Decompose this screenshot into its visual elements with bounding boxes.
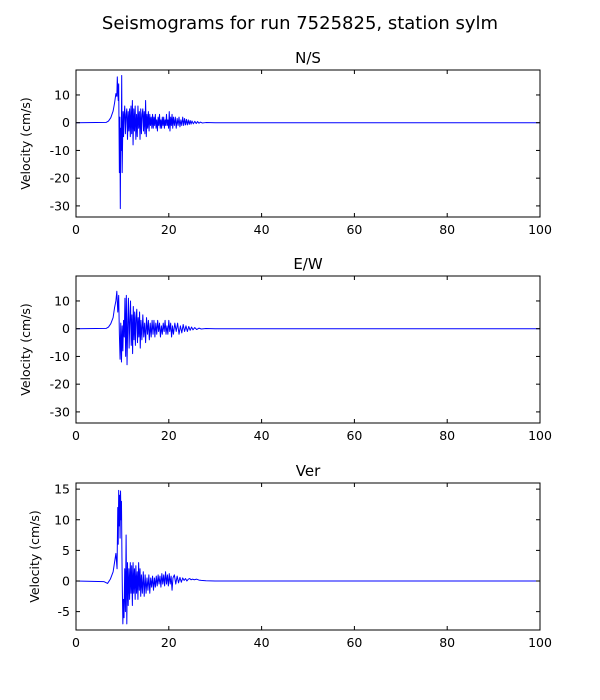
y-tick-label: -10	[50, 143, 70, 158]
x-tick-label: 0	[72, 635, 80, 650]
y-tick-label: -20	[50, 171, 70, 186]
y-tick-label: 0	[62, 574, 70, 589]
x-tick-label: 40	[254, 635, 270, 650]
panel-title-ver: Ver	[296, 462, 321, 480]
x-tick-label: 20	[161, 222, 177, 237]
y-tick-label: -30	[50, 198, 70, 213]
x-tick-label: 0	[72, 222, 80, 237]
x-tick-label: 60	[346, 635, 362, 650]
y-tick-label: 15	[54, 482, 70, 497]
x-tick-label: 80	[439, 635, 455, 650]
x-tick-label: 20	[161, 428, 177, 443]
y-tick-label: 10	[54, 512, 70, 527]
x-tick-label: 100	[528, 428, 552, 443]
axes-frame-ns	[75, 69, 541, 218]
x-tick-label: 80	[439, 428, 455, 443]
panel-ns: N/S 0 20 40 60 80 100 -30 -20 -10 0 10 Velocity (cm/…	[18, 49, 552, 237]
panel-title-ew: E/W	[293, 255, 323, 273]
trace-line-ver	[76, 489, 540, 625]
x-tick-label: 100	[528, 635, 552, 650]
x-tick-label: 40	[254, 428, 270, 443]
y-tick-label: -30	[50, 404, 70, 419]
panel-ver: Ver 0 20 40 60 80 100 -5 0 5 10 15 Velocity (cm/s)	[27, 462, 552, 650]
y-tick-label: -20	[50, 377, 70, 392]
y-tick-label: -5	[58, 604, 70, 619]
axes-frame-ver	[75, 482, 541, 631]
y-tick-label: -10	[50, 349, 70, 364]
x-tick-label: 20	[161, 635, 177, 650]
trace-line-ns	[76, 75, 540, 210]
y-tick-label: 0	[62, 115, 70, 130]
x-tick-label: 100	[528, 222, 552, 237]
y-tick-label: 10	[54, 87, 70, 102]
axes-frame-ew	[75, 275, 541, 424]
x-tick-label: 80	[439, 222, 455, 237]
y-axis-label-ns: Velocity (cm/s)	[18, 97, 33, 190]
x-tick-label: 0	[72, 428, 80, 443]
y-tick-label: 0	[62, 321, 70, 336]
panel-ew: E/W 0 20 40 60 80 100 -30 -20 -10 0 10 Velocity (cm/…	[18, 255, 552, 443]
figure-title: Seismograms for run 7525825, station syl…	[102, 13, 498, 34]
x-tick-label: 60	[346, 222, 362, 237]
x-tick-label: 40	[254, 222, 270, 237]
y-axis-label-ew: Velocity (cm/s)	[18, 303, 33, 396]
trace-line-ew	[76, 290, 540, 366]
y-tick-label: 10	[54, 293, 70, 308]
x-tick-label: 60	[346, 428, 362, 443]
panel-title-ns: N/S	[295, 49, 321, 67]
y-axis-label-ver: Velocity (cm/s)	[27, 510, 42, 603]
y-tick-label: 5	[62, 543, 70, 558]
